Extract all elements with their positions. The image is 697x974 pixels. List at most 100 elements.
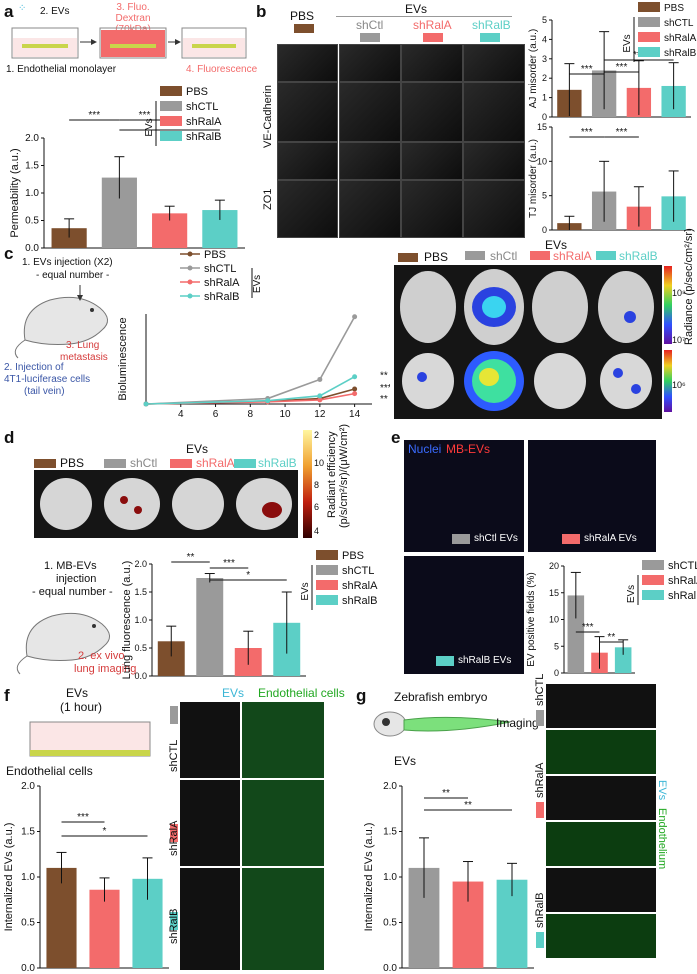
d-inj2: 2. ex vivo bbox=[78, 650, 125, 662]
legend-swatch-shctl bbox=[316, 565, 338, 575]
g-img-2 bbox=[546, 730, 656, 774]
legend-label-shctl: shCTL bbox=[204, 263, 236, 275]
f-shralb-swatch bbox=[170, 912, 178, 930]
legend-swatch-shctl bbox=[638, 17, 660, 27]
transwell-1 bbox=[11, 27, 79, 59]
y-tick-label: 0.5 bbox=[21, 918, 35, 929]
c-shrala-label: shRalA bbox=[553, 249, 592, 263]
f-shrala-side: shRalA bbox=[168, 820, 180, 856]
sig-stars: *** bbox=[139, 110, 151, 121]
y-tick-label: 0.0 bbox=[25, 243, 39, 254]
f-endo-label: Endothelial cells bbox=[6, 764, 93, 778]
b-shralb-swatch bbox=[480, 33, 500, 42]
f-transwell bbox=[29, 721, 151, 757]
legend-evs-label: EVs bbox=[144, 118, 155, 136]
y-tick-label: 2.0 bbox=[134, 559, 147, 569]
y-tick-label: 0.0 bbox=[21, 963, 35, 974]
series-point-shralb bbox=[317, 393, 323, 399]
series-point-shralb bbox=[265, 398, 271, 404]
g-shrala-swatch bbox=[536, 802, 544, 818]
y-tick-label: 0.5 bbox=[134, 643, 147, 653]
y-tick-label: 10 bbox=[549, 615, 559, 625]
panel-label-e: e bbox=[391, 428, 401, 447]
f-endo-img-3 bbox=[242, 868, 324, 970]
e-micrograph-1 bbox=[404, 440, 524, 552]
legend-marker-shralb bbox=[187, 293, 193, 299]
micrograph-b-16 bbox=[463, 180, 525, 238]
series-point-shrala bbox=[317, 397, 323, 403]
d-lung-images bbox=[34, 470, 298, 538]
c-shctl-label: shCtl bbox=[490, 249, 518, 263]
b-pbs-swatch bbox=[294, 24, 314, 33]
y-tick-label: 5 bbox=[554, 641, 559, 651]
tiny-dots-icon: ⁘ bbox=[18, 3, 27, 14]
legend-label-pbs: PBS bbox=[186, 86, 208, 98]
legend-swatch-shralb bbox=[642, 590, 664, 600]
g-img-5 bbox=[546, 868, 656, 912]
micrograph-b-15 bbox=[401, 180, 463, 238]
step2-label: 2. EVs bbox=[40, 6, 70, 17]
x-tick-label: 14 bbox=[349, 409, 361, 420]
sig-stars: * bbox=[103, 826, 107, 837]
e-mbevs-label: MB-EVs bbox=[446, 442, 491, 456]
e-shrala-swatch bbox=[562, 534, 580, 544]
sig-stars: *** bbox=[88, 110, 100, 121]
e-shctl-swatch bbox=[452, 534, 470, 544]
y-axis-label: Bioluminescence bbox=[117, 317, 129, 400]
legend-swatch-shctl bbox=[160, 101, 182, 111]
g-imaging-label: Imaging bbox=[496, 716, 539, 730]
sig-shrala: ** bbox=[380, 394, 388, 405]
y-axis-label: Lung fluorescence (a.u.) bbox=[121, 561, 133, 680]
d-inj1b: injection bbox=[56, 573, 97, 585]
legend-label-shrala: shRalA bbox=[186, 116, 222, 128]
sig-stars: *** bbox=[581, 64, 593, 75]
series-point-shctl bbox=[317, 376, 323, 382]
c-inj2c: (tail vein) bbox=[24, 386, 65, 397]
x-tick-label: 4 bbox=[178, 409, 184, 420]
d-shrala-swatch bbox=[170, 459, 192, 468]
chart-g-internalized: 0.0 0.5 1.0 1.5 2.0 Internalized EVs (a.u.) **… bbox=[363, 781, 534, 974]
c-inj2b: 4T1-luciferase cells bbox=[4, 374, 91, 385]
y-tick-label: 1 bbox=[542, 93, 547, 103]
e-shralb-evs-label: shRalB EVs bbox=[458, 655, 512, 666]
legend-evs-label: EVs bbox=[626, 585, 637, 603]
series-point-shrala bbox=[352, 391, 358, 397]
d-scale-4: 4 bbox=[314, 526, 320, 536]
f-evs-label: EVs bbox=[66, 686, 89, 700]
legend-evs-label: EVs bbox=[622, 34, 633, 52]
panel-label-a: a bbox=[4, 2, 14, 21]
g-shrala-side: shRalA bbox=[534, 762, 546, 798]
d-radiant-label: Radiant efficiency bbox=[326, 431, 338, 518]
legend-label-shralb: shRalB bbox=[664, 48, 697, 59]
legend-evs-label: EVs bbox=[300, 582, 311, 600]
f-evs-img-3 bbox=[180, 868, 240, 970]
chart-c-bioluminescence: 468101214DaysBioluminescence*******PBSsh… bbox=[117, 249, 390, 422]
micrograph-b-5 bbox=[277, 82, 338, 142]
b-row2-label: ZO1 bbox=[262, 188, 274, 210]
y-tick-label: 1.0 bbox=[25, 188, 39, 199]
legend-label-shrala: shRalA bbox=[342, 580, 378, 592]
f-endo-img-2 bbox=[242, 780, 324, 866]
f-shrala-swatch bbox=[170, 824, 178, 842]
mouse-illustration bbox=[14, 285, 108, 359]
zebrafish-illustration bbox=[373, 711, 511, 737]
g-img-1 bbox=[546, 684, 656, 728]
c-scale-top: 10⁸ bbox=[672, 288, 686, 298]
b-shctl-label: shCtl bbox=[356, 18, 384, 32]
c-shrala-swatch bbox=[530, 251, 550, 260]
y-tick-label: 1.5 bbox=[21, 827, 35, 838]
micrograph-b-9 bbox=[277, 142, 338, 180]
c-radiance-label: Radiance (p/sec/cm²/sr) bbox=[683, 228, 695, 345]
micrograph-b-11 bbox=[401, 142, 463, 180]
legend-swatch-shralb bbox=[638, 47, 660, 57]
legend-evs-label: EVs bbox=[252, 275, 263, 293]
y-tick-label: 0 bbox=[554, 668, 559, 678]
legend-label-shralb: shRalB bbox=[342, 595, 377, 607]
c-shralb-swatch bbox=[596, 251, 616, 260]
d-shralb-label: shRalB bbox=[258, 456, 297, 470]
y-tick-label: 15 bbox=[549, 588, 559, 598]
legend-label-shralb: shRalB bbox=[668, 590, 697, 602]
e-nuclei-label: Nuclei bbox=[408, 442, 442, 456]
